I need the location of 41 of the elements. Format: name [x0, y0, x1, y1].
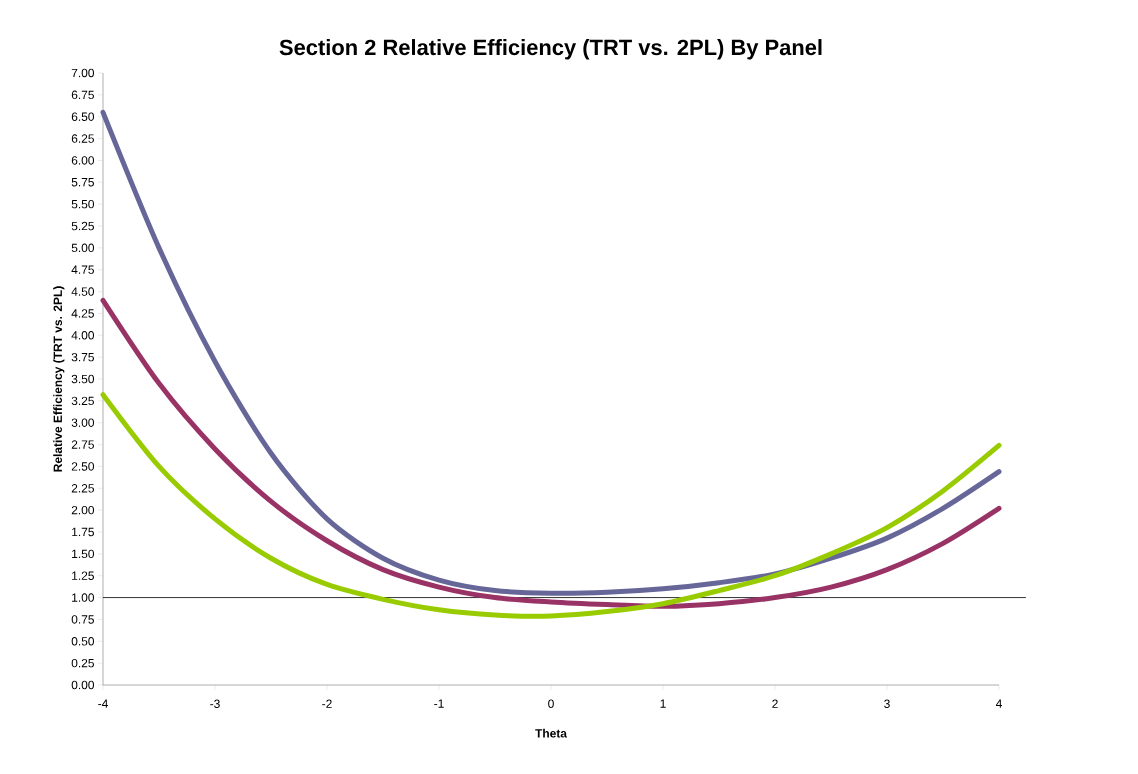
- y-tick-label: 1.25: [72, 571, 94, 580]
- y-tick-label: 1.75: [72, 527, 94, 537]
- y-tick-label: 6.00: [71, 156, 95, 165]
- x-tick-label: 1: [660, 699, 666, 708]
- y-tick-label: 2.00: [71, 505, 95, 515]
- y-tick-label: 1.50: [72, 549, 95, 559]
- y-tick-label: 3.00: [71, 418, 95, 427]
- x-tick-label: -2: [322, 699, 332, 708]
- chart-title: Section 2 Relative Efficiency (TRT vs. 2PL) By Panel: [279, 39, 822, 60]
- y-axis-title: Relative Efficiency (TRT vs. 2PL): [53, 286, 65, 472]
- y-tick-label: 4.75: [71, 265, 94, 274]
- y-tick-label: 2.25: [71, 484, 94, 493]
- y-tick-label: 3.25: [71, 396, 94, 406]
- y-tick-label: 0.75: [71, 615, 94, 624]
- y-tick-label: 6.25: [71, 134, 94, 143]
- x-tick-label: -4: [98, 699, 108, 708]
- y-tick-label: 4.50: [71, 287, 95, 296]
- y-tick-label: 0.50: [71, 637, 95, 646]
- y-tick-label: 7.00: [71, 68, 95, 78]
- x-tick-label: 4: [995, 699, 1002, 708]
- y-tick-label: 0.00: [71, 680, 95, 690]
- y-tick-label: 5.25: [71, 221, 94, 231]
- y-tick-label: 3.75: [71, 352, 94, 362]
- x-axis-title: Theta: [535, 728, 568, 738]
- x-tick-label: 0: [548, 699, 554, 708]
- x-tick-label: -3: [210, 699, 220, 708]
- x-tick-label: 2: [772, 699, 778, 708]
- x-tick-label: 3: [884, 699, 890, 708]
- y-tick-label: 6.75: [71, 90, 94, 100]
- y-tick-label: 5.50: [71, 199, 95, 209]
- y-tick-label: 3.50: [71, 374, 95, 384]
- y-tick-label: 2.75: [71, 440, 94, 449]
- y-tick-label: 5.00: [71, 243, 95, 253]
- y-tick-label: 4.00: [71, 331, 95, 340]
- y-tick-label: 0.25: [71, 658, 94, 668]
- y-tick-label: 2.50: [71, 462, 95, 471]
- y-tick-label: 1.00: [72, 593, 95, 602]
- y-tick-label: 4.25: [71, 309, 94, 318]
- y-tick-label: 6.50: [71, 112, 95, 121]
- x-tick-label: -1: [434, 699, 444, 708]
- y-tick-label: 5.75: [71, 178, 94, 187]
